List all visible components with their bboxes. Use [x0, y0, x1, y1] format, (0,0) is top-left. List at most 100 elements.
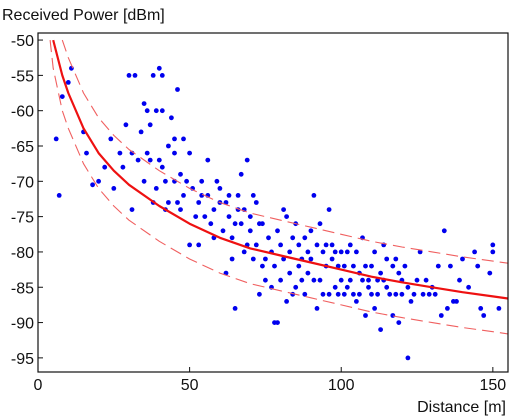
data-point — [69, 65, 74, 71]
data-point — [141, 101, 147, 106]
data-point — [290, 235, 296, 241]
data-point — [281, 207, 286, 213]
data-point — [481, 313, 487, 318]
data-point — [369, 291, 374, 297]
data-point — [435, 263, 441, 269]
data-point — [156, 157, 162, 163]
data-point — [396, 270, 402, 276]
data-point — [135, 157, 141, 163]
data-point — [187, 150, 193, 156]
data-point — [354, 299, 359, 304]
y-tick-label: -95 — [11, 351, 34, 368]
data-point — [338, 277, 344, 283]
data-point — [363, 263, 368, 269]
data-point — [169, 115, 174, 121]
data-point — [178, 171, 183, 177]
data-point — [448, 263, 453, 269]
data-point — [244, 157, 250, 163]
data-point — [150, 73, 156, 78]
data-point — [181, 193, 186, 198]
data-point — [278, 242, 283, 248]
data-point — [378, 270, 383, 276]
data-point — [326, 207, 332, 213]
data-point — [144, 108, 150, 114]
data-point — [211, 207, 217, 213]
x-tick-label: 0 — [34, 377, 43, 394]
data-point — [405, 355, 411, 361]
data-point — [305, 249, 311, 255]
lower-band-line — [49, 40, 508, 335]
data-point — [287, 249, 293, 255]
data-point — [56, 193, 62, 198]
data-point — [411, 291, 417, 297]
data-point — [229, 235, 235, 241]
data-point — [144, 150, 150, 156]
y-tick-label: -65 — [11, 139, 34, 156]
data-point — [402, 263, 408, 269]
data-point — [335, 263, 341, 269]
data-point — [90, 182, 95, 188]
data-point — [196, 242, 202, 248]
data-point — [187, 242, 193, 248]
data-point — [129, 207, 135, 213]
data-point — [232, 306, 238, 311]
data-point — [275, 228, 280, 234]
data-point — [432, 291, 438, 297]
x-axis-label: Distance [m] — [417, 399, 506, 416]
data-point — [53, 136, 59, 142]
data-point — [314, 306, 320, 311]
data-point — [141, 178, 147, 184]
y-tick-label: -75 — [11, 210, 34, 227]
data-point — [329, 256, 335, 262]
data-point — [153, 108, 159, 114]
data-point — [260, 221, 265, 227]
data-point — [417, 249, 423, 255]
data-point — [238, 221, 244, 227]
data-point — [184, 178, 190, 184]
data-point — [384, 256, 390, 262]
data-point — [102, 164, 108, 170]
data-point — [454, 299, 459, 304]
data-point — [323, 242, 329, 248]
data-point — [317, 277, 323, 283]
data-point — [320, 249, 326, 255]
data-point — [175, 200, 180, 205]
data-point — [399, 291, 405, 297]
y-ticks: -50 -55 -60 -65 -70 -75 -80 -85 -90 -95 — [11, 33, 43, 368]
data-point — [387, 291, 393, 297]
data-point — [287, 270, 293, 276]
data-point — [172, 150, 177, 156]
data-point — [457, 277, 462, 283]
data-point — [159, 164, 165, 170]
data-point — [278, 277, 283, 283]
plot-marks — [49, 39, 508, 361]
data-point — [156, 65, 162, 71]
data-point — [347, 277, 353, 283]
data-point — [302, 235, 308, 241]
data-point — [260, 263, 265, 269]
data-point — [296, 242, 302, 248]
data-point — [275, 320, 280, 325]
data-point — [384, 284, 390, 290]
data-point — [472, 249, 477, 255]
data-point — [351, 263, 356, 269]
data-point — [126, 73, 132, 78]
data-point — [396, 320, 402, 325]
data-point — [390, 263, 396, 269]
data-point — [329, 242, 335, 248]
data-point — [217, 186, 223, 191]
data-point — [111, 186, 117, 191]
data-point — [357, 291, 362, 297]
data-point — [445, 306, 450, 311]
data-point — [214, 178, 220, 184]
data-point — [438, 313, 444, 318]
y-axis-label: Received Power [dBm] — [2, 7, 165, 24]
data-point — [460, 256, 465, 262]
data-point — [263, 256, 268, 262]
data-point — [341, 263, 347, 269]
data-point — [199, 178, 205, 184]
data-point — [351, 291, 356, 297]
data-point — [202, 214, 208, 220]
data-point — [253, 242, 259, 248]
